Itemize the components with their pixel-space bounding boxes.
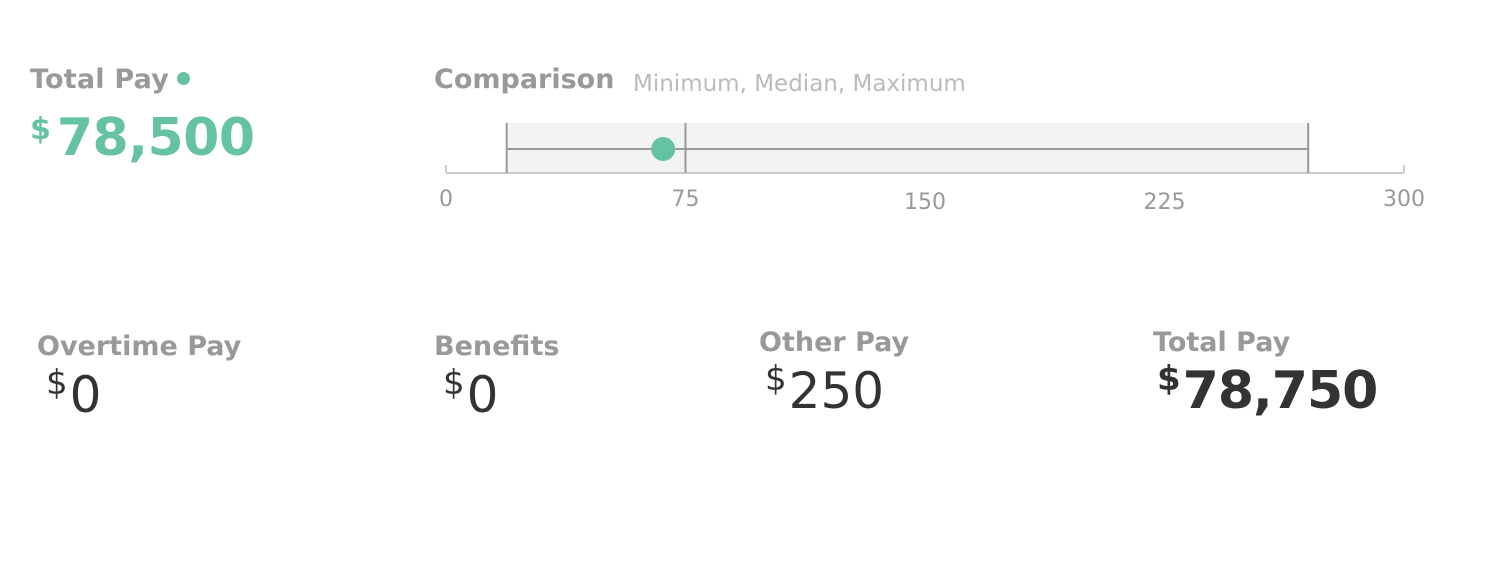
stat-currency: $ bbox=[443, 363, 465, 403]
total-pay-amount: 78,500 bbox=[56, 108, 255, 168]
status-dot-icon bbox=[177, 72, 191, 85]
stat-overtime-pay: Overtime Pay $0 bbox=[37, 331, 241, 420]
value-marker-dot bbox=[651, 137, 676, 161]
tick-label: 150 bbox=[904, 190, 946, 215]
tick-label: 75 bbox=[672, 187, 700, 212]
stat-amount: 0 bbox=[69, 366, 102, 424]
stat-label: Other Pay bbox=[759, 327, 910, 358]
comparison-chart: 0 75 150 225 300 bbox=[439, 123, 1425, 215]
stat-benefits: Benefits $0 bbox=[434, 331, 559, 420]
total-pay-label: Total Pay bbox=[30, 64, 191, 95]
stat-label: Benefits bbox=[434, 331, 560, 362]
comparison-title: Comparison bbox=[434, 64, 615, 95]
stat-currency: $ bbox=[1157, 359, 1181, 399]
total-pay-currency: $ bbox=[30, 112, 51, 147]
comparison-subtitle: Minimum, Median, Maximum bbox=[633, 71, 966, 97]
stat-currency: $ bbox=[765, 359, 787, 399]
stat-amount: 0 bbox=[466, 366, 499, 424]
stat-amount: 78,750 bbox=[1182, 361, 1379, 421]
total-pay-label-text: Total Pay bbox=[30, 64, 170, 95]
tick-label: 300 bbox=[1383, 187, 1425, 212]
total-pay-value: $78,500 bbox=[30, 112, 255, 164]
tick-label: 225 bbox=[1144, 190, 1186, 215]
stat-amount: 250 bbox=[788, 362, 885, 420]
stat-label: Overtime Pay bbox=[37, 331, 242, 362]
stat-value: $0 bbox=[434, 366, 559, 420]
stat-other-pay: Other Pay $250 bbox=[759, 327, 909, 416]
stat-value: $250 bbox=[759, 362, 909, 416]
stat-total-pay: Total Pay $78,750 bbox=[1153, 327, 1378, 417]
stat-value: $78,750 bbox=[1153, 359, 1378, 417]
tick-label: 0 bbox=[439, 187, 453, 212]
stat-currency: $ bbox=[46, 363, 68, 403]
stat-value: $0 bbox=[37, 366, 241, 420]
stat-label: Total Pay bbox=[1153, 327, 1291, 358]
